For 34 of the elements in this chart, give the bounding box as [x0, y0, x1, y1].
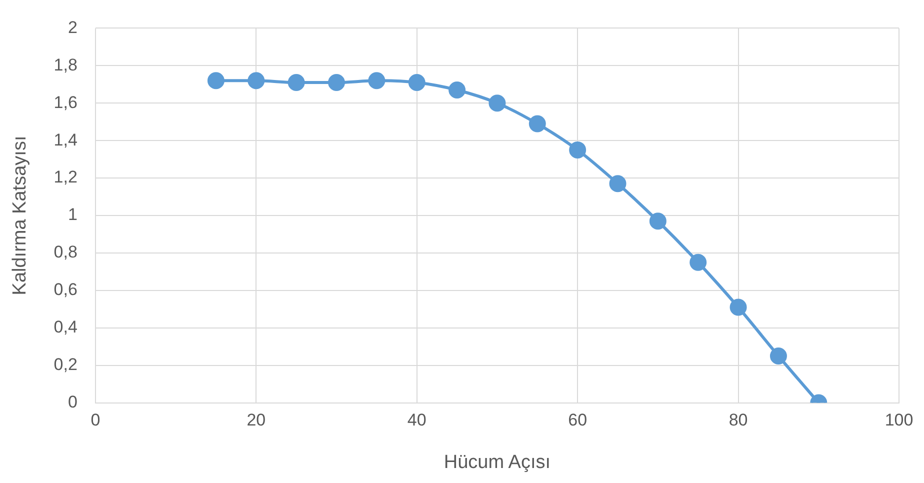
point — [690, 254, 707, 271]
y-tick-label: 1,8 — [54, 55, 78, 74]
x-tick-label: 20 — [246, 410, 266, 430]
point — [649, 212, 666, 230]
x-tick-label: 80 — [728, 410, 748, 430]
x-tick-label: 40 — [407, 410, 426, 430]
y-tick-label: 0,4 — [54, 318, 78, 337]
point — [488, 94, 506, 112]
y-tick-label: 0 — [68, 392, 78, 412]
point — [448, 82, 466, 99]
point — [609, 175, 626, 192]
point — [248, 72, 265, 90]
x-tick-label: 100 — [884, 410, 914, 430]
y-tick-label: 0,8 — [54, 242, 78, 262]
y-tick-label: 0,2 — [54, 355, 78, 374]
x-tick-label: 60 — [568, 410, 588, 430]
x-tick-label: 0 — [90, 410, 100, 430]
y-tick-label: 0,6 — [54, 280, 78, 300]
y-tick-label: 1,2 — [54, 168, 78, 187]
point — [368, 72, 386, 90]
y-tick-label: 1,4 — [54, 130, 78, 150]
point — [328, 74, 346, 92]
point — [770, 347, 787, 364]
point — [288, 74, 305, 92]
y-tick-label: 1 — [68, 205, 78, 224]
y-axis-title: Kaldırma Katsayısı — [10, 136, 31, 296]
point — [569, 141, 586, 158]
y-tick-label: 1,6 — [54, 92, 78, 112]
x-axis-title: Hücum Açısı — [444, 452, 551, 473]
point — [528, 115, 546, 132]
point — [730, 298, 747, 316]
point — [207, 72, 224, 90]
y-tick-label: 2 — [68, 18, 78, 37]
point — [408, 74, 426, 92]
